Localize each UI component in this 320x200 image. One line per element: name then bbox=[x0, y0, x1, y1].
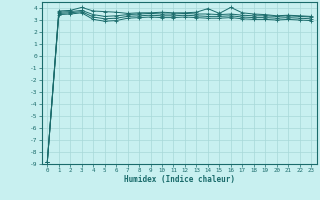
X-axis label: Humidex (Indice chaleur): Humidex (Indice chaleur) bbox=[124, 175, 235, 184]
